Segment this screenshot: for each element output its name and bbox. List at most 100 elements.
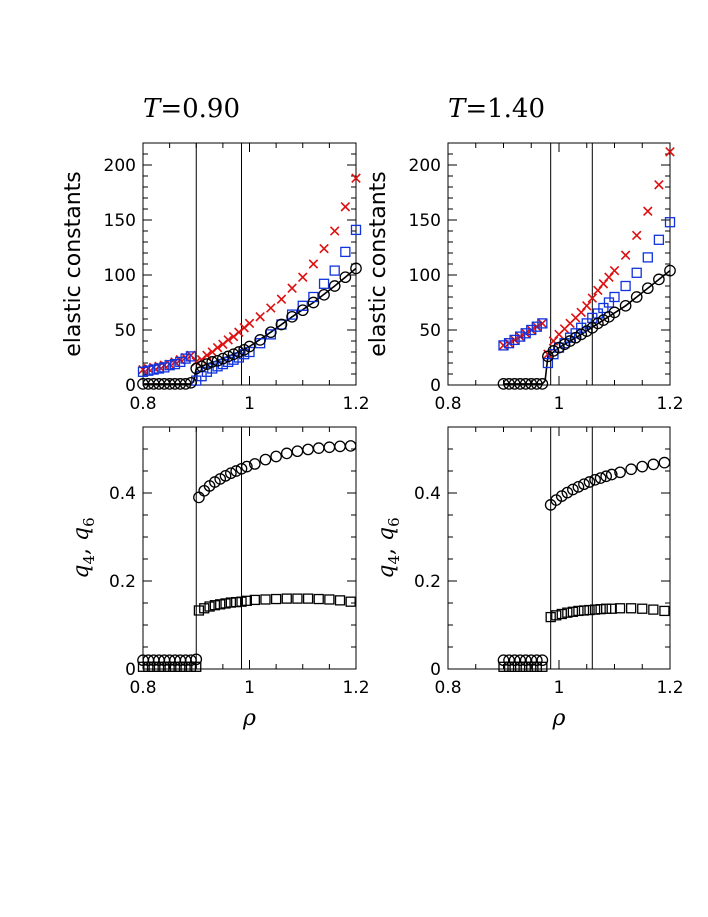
data-point-circle [591,317,604,330]
series-square [137,593,356,672]
data-point-square [204,601,215,612]
data-point-circle [647,458,660,471]
title-variable: T [143,94,162,124]
data-point-circle [259,453,272,466]
y-tick-label: 0 [125,660,136,680]
data-point-circle [264,326,277,339]
data-point-circle [519,378,532,390]
data-point-cross [631,230,642,241]
series-circle [137,440,357,667]
x-tick-label: 0.8 [434,394,461,414]
data-point-square [137,366,149,377]
series-square [137,224,362,386]
data-point-circle [536,654,549,667]
data-point-cross [609,265,620,276]
data-point-square [520,661,531,672]
data-point-circle [619,299,632,312]
series-circle [497,264,676,390]
data-point-circle [193,491,205,504]
data-point-square [606,603,617,614]
data-point-cross [665,147,675,157]
data-point-square [334,595,346,606]
y-axis-label: elastic constants [61,171,86,357]
data-point-cross [537,318,548,329]
data-point-circle [328,280,341,292]
data-point-circle [254,334,266,346]
panel-top-left: 0.8 1 1.2 0 50 100 150 200 T=0.90 elastic constan… [61,94,370,414]
data-point-circle [350,262,362,275]
data-point-square [180,661,191,672]
panel-title: T=0.90 [143,94,240,124]
y-tick-label: 50 [114,321,136,341]
data-point-square [578,605,590,616]
data-point-square [603,297,615,308]
data-point-circle [302,443,314,456]
data-point-square [637,603,648,614]
data-point-circle [503,378,515,390]
data-point-square [231,596,242,608]
data-point-circle [179,378,192,390]
data-point-circle [514,378,527,390]
label-part: , [69,541,94,555]
data-point-circle [318,288,330,301]
data-point-cross [308,259,319,269]
x-tick-label: 0.8 [129,678,156,698]
data-point-square [169,358,181,370]
data-point-circle [597,314,610,326]
data-point-circle [497,378,510,390]
panel-top-right: 0.8 1 1.2 0 50 100 150 200 T=1.40 elastic constan… [366,94,684,414]
data-point-square [220,598,231,609]
series-circle [137,262,362,390]
x-axis-label: ρ [552,706,566,731]
data-point-square [148,364,159,375]
data-point-circle [636,460,649,473]
data-point-square [175,356,186,368]
data-point-square [526,661,537,672]
data-point-square [531,661,542,672]
data-point-circle [658,456,671,469]
y-axis-label: q4, q6 [69,517,98,578]
title-value: =1.40 [465,94,545,124]
data-point-square [249,594,260,606]
data-point-circle [525,378,538,390]
y-tick-label: 50 [419,321,441,341]
x-tick-label: 1 [554,394,565,414]
y-tick-label: 0.4 [414,484,441,504]
data-point-circle [580,325,593,337]
series-square [498,217,676,369]
data-point-square [185,661,197,672]
y-tick-label: 0.4 [109,484,136,504]
x-tick-label: 1 [554,678,565,698]
data-point-square [164,360,175,371]
data-point-circle [558,338,571,351]
data-point-circle [291,445,304,458]
y-tick-label: 0 [430,376,441,396]
data-point-circle [225,467,237,480]
data-point-square [545,611,556,623]
label-part: q [374,565,399,579]
data-point-square [143,661,154,672]
data-point-square [584,604,595,616]
data-point-square [653,234,665,245]
data-point-circle [567,483,579,496]
data-point-square [148,661,159,672]
data-point-circle [286,310,298,323]
data-point-circle [530,654,543,667]
data-point-circle [664,264,676,277]
x-tick-label: 0.8 [129,394,156,414]
data-point-square [595,604,606,615]
data-point-square [520,328,531,339]
data-point-square [292,593,303,604]
data-point-circle [185,376,197,389]
data-point-square [589,604,601,615]
data-point-square [308,291,319,303]
data-point-circle [195,360,208,373]
data-point-cross [212,342,223,353]
data-point-cross [581,301,592,311]
data-point-square [169,661,181,672]
data-point-square [601,603,612,614]
y-tick-label: 150 [104,211,136,231]
data-point-circle [206,356,219,368]
data-point-cross [520,328,531,339]
